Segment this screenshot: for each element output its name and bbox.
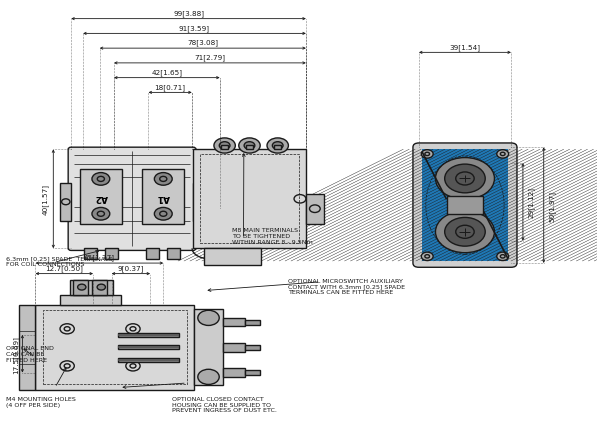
Text: OPTIONAL MICROSWITCH AUXILIARY
CONTACT WITH 6.3mm [0.25] SPADE
TERMINALS CAN BE : OPTIONAL MICROSWITCH AUXILIARY CONTACT W… <box>288 278 405 295</box>
Circle shape <box>198 311 219 326</box>
Circle shape <box>219 142 230 150</box>
Text: 17.5[0.69]: 17.5[0.69] <box>12 335 19 373</box>
Text: M8 MAIN TERMINALS
TO BE TIGHTENED
WITHIN RANGE 8 - 9.5Nm: M8 MAIN TERMINALS TO BE TIGHTENED WITHIN… <box>232 228 313 244</box>
Text: 12.7[0.50]: 12.7[0.50] <box>46 265 83 271</box>
Bar <box>61 184 71 221</box>
Text: 6.3mm [0.25] SPADE  TERMINALS
FOR COIL CONNECTIONS: 6.3mm [0.25] SPADE TERMINALS FOR COIL CO… <box>6 256 112 267</box>
Text: 71[2.79]: 71[2.79] <box>194 54 226 61</box>
Bar <box>43 311 187 385</box>
Bar <box>223 318 245 326</box>
FancyBboxPatch shape <box>68 148 196 251</box>
Circle shape <box>267 138 289 154</box>
Bar <box>204 249 261 265</box>
Circle shape <box>244 142 255 150</box>
Circle shape <box>198 369 219 385</box>
Bar <box>200 155 299 244</box>
Bar <box>245 320 260 325</box>
Bar <box>19 305 35 390</box>
Bar <box>167 249 180 259</box>
Bar <box>84 249 97 259</box>
Bar <box>118 358 179 362</box>
Circle shape <box>77 285 86 291</box>
Circle shape <box>445 218 485 247</box>
Text: OPTIONAL END
CAP CAN BE
FITTED HERE: OPTIONAL END CAP CAN BE FITTED HERE <box>6 345 53 362</box>
Circle shape <box>92 173 110 186</box>
Bar <box>60 295 121 305</box>
Bar <box>118 345 179 350</box>
Bar <box>118 333 179 337</box>
Text: 99[3.88]: 99[3.88] <box>173 10 204 17</box>
Bar <box>105 249 118 259</box>
Circle shape <box>497 253 509 261</box>
Circle shape <box>214 138 235 154</box>
Text: 91[3.59]: 91[3.59] <box>179 25 210 32</box>
Circle shape <box>421 253 433 261</box>
Bar <box>92 280 107 295</box>
Bar <box>422 150 508 262</box>
Text: 29[1.12]: 29[1.12] <box>527 187 535 218</box>
Text: 45[1.77]: 45[1.77] <box>84 254 115 261</box>
Text: 40[1.57]: 40[1.57] <box>42 184 49 215</box>
Circle shape <box>436 158 494 200</box>
Circle shape <box>92 208 110 221</box>
Bar <box>146 249 160 259</box>
Bar <box>306 194 324 224</box>
Text: 18[0.71]: 18[0.71] <box>155 84 185 90</box>
Text: 78[3.08]: 78[3.08] <box>187 40 218 46</box>
Bar <box>245 370 260 375</box>
Circle shape <box>154 208 172 221</box>
Circle shape <box>421 150 433 159</box>
Text: 50[1.97]: 50[1.97] <box>548 190 555 221</box>
Circle shape <box>497 150 509 159</box>
Bar <box>194 310 223 386</box>
Bar <box>223 368 245 377</box>
Bar <box>35 305 194 390</box>
Bar <box>246 146 253 150</box>
Text: 39[1.54]: 39[1.54] <box>449 44 481 51</box>
Bar <box>245 345 260 350</box>
Text: 42[1.65]: 42[1.65] <box>151 69 182 76</box>
Text: OPTIONAL CLOSED CONTACT
HOUSING CAN BE SUPPLIED TO
PREVENT INGRESS OF DUST ETC.: OPTIONAL CLOSED CONTACT HOUSING CAN BE S… <box>172 396 277 412</box>
Circle shape <box>272 142 283 150</box>
Bar <box>221 146 228 150</box>
Bar <box>193 184 204 221</box>
Bar <box>223 343 245 352</box>
Text: M4 MOUNTING HOLES
(4 OFF PER SIDE): M4 MOUNTING HOLES (4 OFF PER SIDE) <box>6 396 76 407</box>
Circle shape <box>239 138 260 154</box>
Circle shape <box>97 285 106 291</box>
Circle shape <box>445 165 485 193</box>
Bar <box>80 170 122 224</box>
Circle shape <box>154 173 172 186</box>
Text: A1: A1 <box>157 193 170 201</box>
Text: A2: A2 <box>94 193 107 201</box>
Bar <box>70 280 113 295</box>
Bar <box>142 170 184 224</box>
Bar <box>193 150 306 249</box>
Circle shape <box>436 211 494 253</box>
Bar <box>274 146 281 150</box>
Text: 9[0.37]: 9[0.37] <box>118 265 144 271</box>
FancyBboxPatch shape <box>413 144 517 268</box>
Bar <box>73 280 88 295</box>
Bar <box>446 196 484 215</box>
